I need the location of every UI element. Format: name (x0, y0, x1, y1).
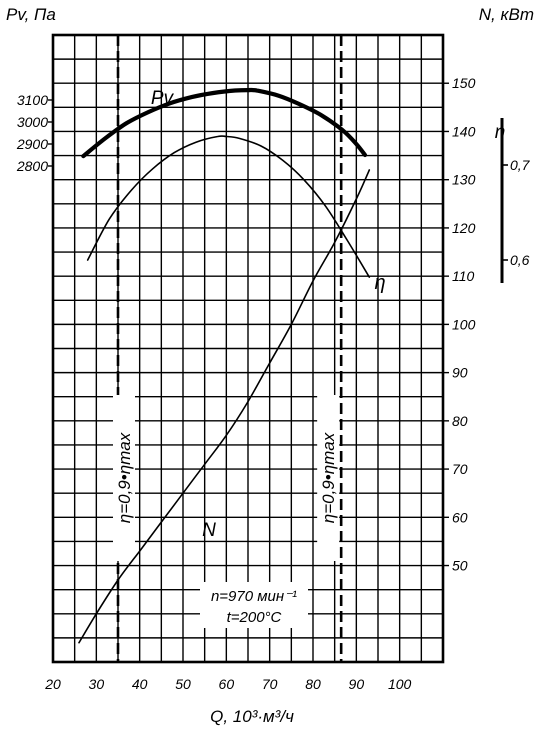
y-right-tick-label: 120 (452, 220, 476, 236)
y-right-tick-label: 140 (452, 123, 476, 139)
efficiency-tick-label: 0,7 (510, 157, 531, 173)
y-left-tick-label: 3100 (17, 92, 48, 108)
eta-curve (86, 135, 371, 278)
y-right-tick-label: 100 (452, 316, 476, 332)
y-left-tick-label: 2800 (16, 158, 48, 174)
reference-line-label-right: η=0,9•ηmax (319, 432, 338, 523)
y-left-tick-label: 2900 (16, 136, 48, 152)
eta-series-label: η (374, 272, 385, 294)
reference-label-background (113, 395, 135, 561)
y-right-tick-label: 150 (452, 75, 476, 91)
y-right-tick-label: 110 (452, 268, 475, 284)
series-layer (78, 87, 371, 644)
x-tick-label: 30 (89, 676, 105, 692)
x-tick-label: 20 (44, 676, 61, 692)
speed-annotation: n=970 мин⁻¹ (211, 588, 297, 605)
grid (53, 35, 443, 662)
pv-curve (81, 87, 368, 159)
reference-line-label-left: η=0,9•ηmax (115, 432, 134, 523)
x-tick-label: 50 (175, 676, 191, 692)
reference-lines (113, 35, 343, 662)
y-right-axis-title: N, кВт (479, 5, 534, 24)
y-left-tick-labels: 3100 3000 2900 2800 (16, 92, 53, 174)
x-tick-label: 90 (349, 676, 365, 692)
y-right-tick-label: 60 (452, 509, 468, 525)
y-left-tick-label: 3000 (17, 114, 48, 130)
x-tick-label: 70 (262, 676, 278, 692)
x-tick-label: 40 (132, 676, 148, 692)
reference-label-background (317, 395, 340, 561)
x-tick-label: 60 (219, 676, 235, 692)
x-axis-title: Q, 10³·м³/ч (210, 707, 294, 726)
y-right-tick-label: 70 (452, 461, 468, 477)
x-tick-labels: 20 30 40 50 60 70 80 90 100 (44, 676, 411, 692)
pv-series-label: Pv (151, 88, 175, 109)
plot-frame (51, 33, 445, 664)
y-left-axis-title: Pv, Па (6, 5, 56, 24)
efficiency-tick-labels: 0,7 0,6 (502, 157, 531, 268)
x-tick-label: 80 (305, 676, 321, 692)
efficiency-tick-label: 0,6 (510, 252, 530, 268)
y-right-tick-label: 130 (452, 172, 476, 188)
efficiency-axis-title: η (495, 122, 506, 143)
conditions-box (200, 582, 308, 628)
temperature-annotation: t=200°C (227, 609, 282, 626)
y-right-tick-label: 50 (452, 558, 468, 574)
y-right-tick-labels: 50 60 70 80 90 100 110 120 130 140 150 (443, 75, 476, 574)
y-right-tick-label: 90 (452, 365, 468, 381)
n-series-label: N (202, 520, 216, 541)
y-right-tick-label: 80 (452, 413, 468, 429)
n-curve (78, 169, 371, 644)
x-tick-label: 100 (388, 676, 412, 692)
